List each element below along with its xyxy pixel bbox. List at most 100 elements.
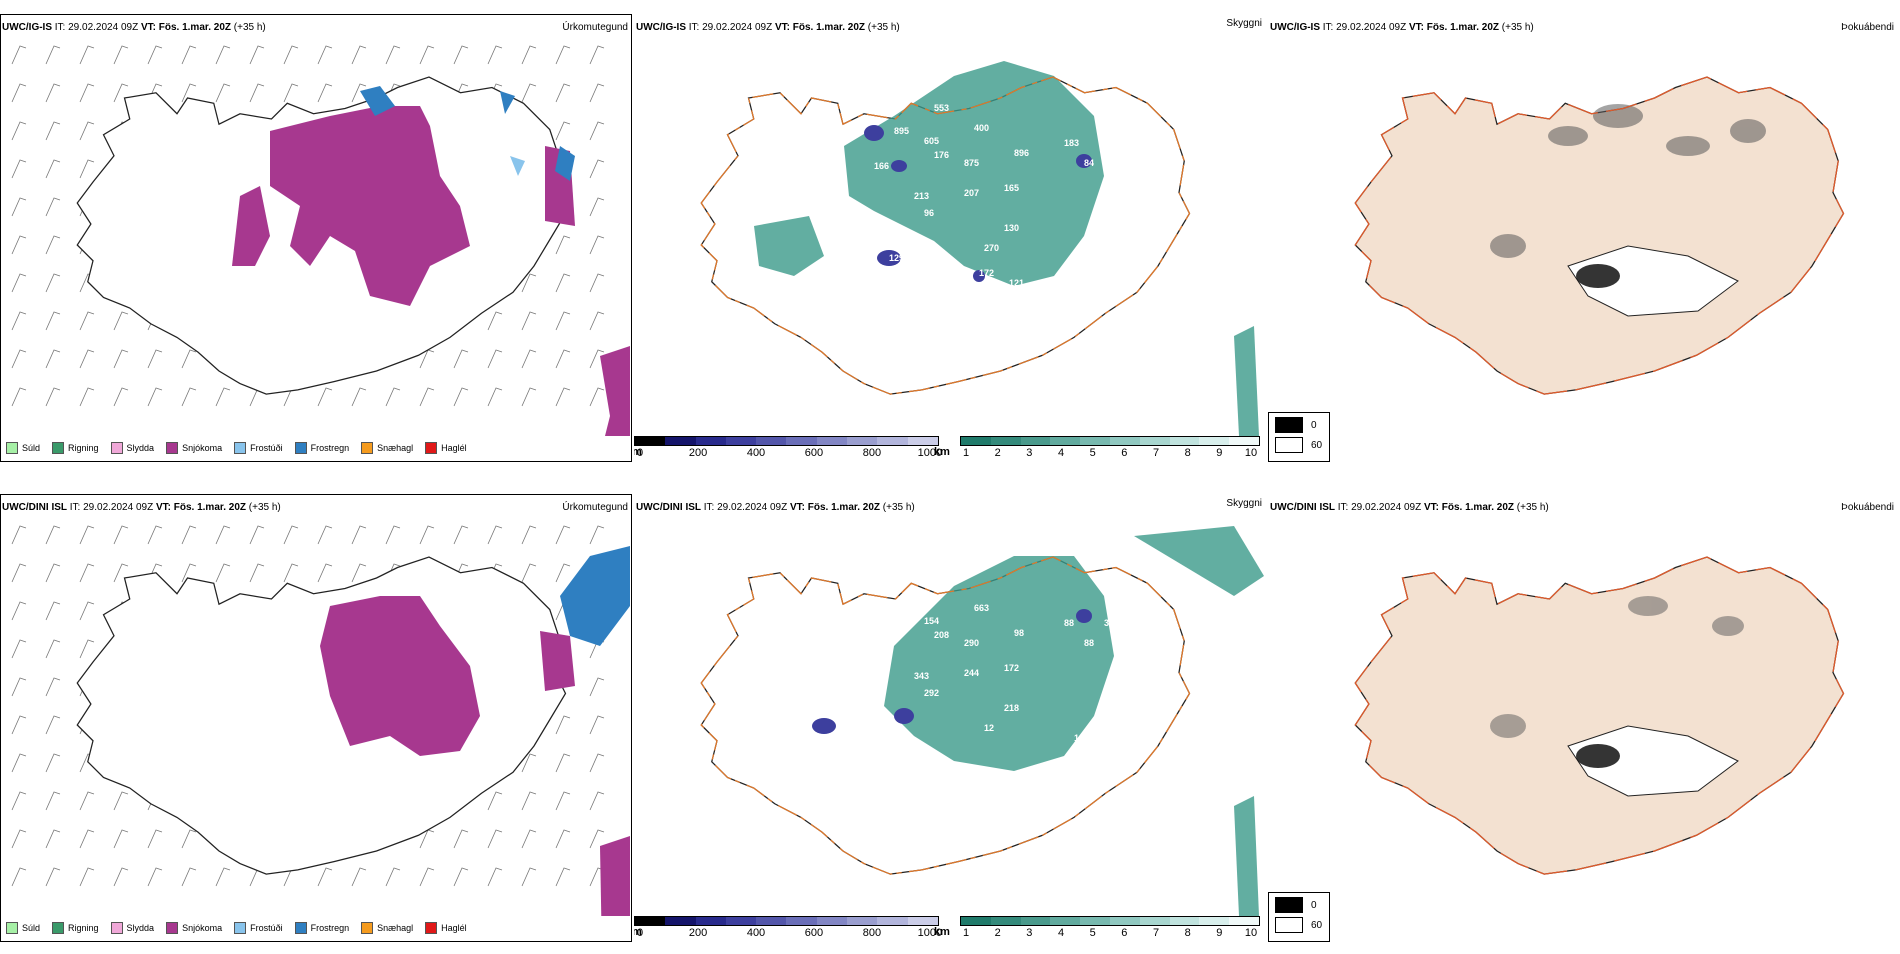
cloud-base-label: 553 (934, 103, 949, 113)
wind-barb (589, 311, 605, 331)
wind-barb (589, 121, 605, 141)
wind-barb (79, 639, 95, 659)
legend-item: Súld (6, 442, 40, 454)
wind-barb (11, 563, 27, 583)
precip-map (11, 45, 630, 436)
wind-barb (113, 45, 129, 65)
wind-barb (45, 601, 61, 621)
cloud-base-label: 290 (964, 638, 979, 648)
cloud-base-label: 154 (924, 616, 939, 626)
wind-barb (555, 273, 571, 293)
cloud-base-label: 208 (934, 630, 949, 640)
cloud-base-label: 605 (924, 136, 939, 146)
colorbar-tick-label: 1 (962, 447, 970, 459)
wind-barb (487, 867, 503, 887)
wind-barb (79, 829, 95, 849)
cloud-base-label: 27 (1139, 216, 1149, 226)
legend-item: Frostregn (294, 442, 349, 454)
wind-barb (11, 197, 27, 217)
legend-item: Súld (6, 922, 40, 934)
cloud-base-label: 98 (1014, 628, 1024, 638)
cloud-base-label: 361 (1059, 290, 1074, 300)
wind-barb (79, 349, 95, 369)
fog-swatch-1 (1275, 917, 1303, 933)
wind-barb (419, 45, 435, 65)
wind-barb (555, 349, 571, 369)
wind-barb (317, 45, 333, 65)
cloud-base-label: 122 (1074, 733, 1089, 743)
cloud-base-label: 12 (984, 723, 994, 733)
fog-map (1354, 556, 1845, 875)
wind-barb (589, 349, 605, 369)
cloud-base-label: 218 (1004, 703, 1019, 713)
cloud-base-label: 537 (1124, 713, 1139, 723)
wind-barb (589, 197, 605, 217)
colorbar-segment (877, 437, 908, 445)
wind-barb (181, 525, 197, 545)
run-header: UWC/IG-IS IT: 29.02.2024 09Z VT: Fös. 1.… (2, 22, 266, 33)
wind-barb (45, 563, 61, 583)
cloud-base-label: 121 (1009, 278, 1024, 288)
wind-barb (555, 753, 571, 773)
wind-barb (45, 715, 61, 735)
wind-barb (45, 791, 61, 811)
dense-fog-core (1576, 264, 1620, 288)
fog-map (1354, 76, 1845, 395)
wind-barb (249, 563, 265, 583)
colorbar-segment (1050, 917, 1081, 925)
colorbar-segment (665, 917, 696, 925)
legend-item: Rigning (52, 922, 99, 934)
wind-barb (555, 715, 571, 735)
colorbar-segment (1199, 437, 1230, 445)
legend-swatch (6, 922, 18, 934)
precip-type-panel: UWC/IG-IS IT: 29.02.2024 09Z VT: Fös. 1.… (0, 14, 634, 464)
wind-barb (487, 349, 503, 369)
freezing-rain-area (560, 546, 630, 646)
wind-barb (521, 387, 537, 407)
wind-barb (147, 525, 163, 545)
wind-barb (385, 387, 401, 407)
colorbar-tick-label: 0 (637, 927, 644, 939)
wind-barb (11, 159, 27, 179)
wind-barb (521, 867, 537, 887)
cloud-base-label: 896 (1014, 148, 1029, 158)
wind-barb (45, 159, 61, 179)
colorbar-segment (635, 917, 666, 925)
colorbar-tick-label: 6 (1121, 927, 1128, 939)
colorbar-segment (1169, 437, 1200, 445)
visibility-panel: UWC/IG-IS IT: 29.02.2024 09Z VT: Fös. 1.… (634, 14, 1268, 464)
wind-barb (113, 829, 129, 849)
cloud-base-label: 207 (964, 188, 979, 198)
legend-swatch (6, 442, 18, 454)
legend-label: Frostúði (250, 443, 283, 453)
colorbar-tick-label: 5 (1089, 447, 1096, 459)
cloud-base-label: 33 (884, 290, 894, 300)
wind-barb (11, 829, 27, 849)
colorbar-segment (1080, 917, 1110, 925)
legend-label: Snjókoma (182, 923, 223, 933)
fog-patches (1490, 104, 1766, 258)
colorbar-tick-label: 800 (862, 447, 882, 459)
legend-label: Rigning (68, 443, 99, 453)
visibility-colorbar: 1 2 3 4 5 6 7 8 9 10 km (934, 916, 1260, 942)
cloud-base-label: 88 (1084, 638, 1094, 648)
legend-item: Haglél (425, 922, 467, 934)
wind-barb (385, 867, 401, 887)
panel-title: Úrkomutegund (562, 502, 628, 513)
wind-barb (555, 311, 571, 331)
wind-barb (11, 601, 27, 621)
colorbar-segment (1199, 917, 1230, 925)
precip-map (11, 525, 630, 916)
wind-barb (113, 867, 129, 887)
wind-barb (11, 867, 27, 887)
visibility-panel: UWC/DINI ISL IT: 29.02.2024 09Z VT: Fös.… (634, 494, 1268, 944)
wind-barb (487, 45, 503, 65)
cloud-base-label: 45 (819, 188, 829, 198)
legend-swatch (425, 442, 438, 454)
wind-barb (351, 45, 367, 65)
panel-title: Skyggni (1226, 18, 1262, 29)
cloud-base-label: 166 (874, 161, 889, 171)
legend-swatch (294, 442, 307, 454)
legend-swatch (52, 922, 65, 934)
colorbar-segment (786, 917, 817, 925)
